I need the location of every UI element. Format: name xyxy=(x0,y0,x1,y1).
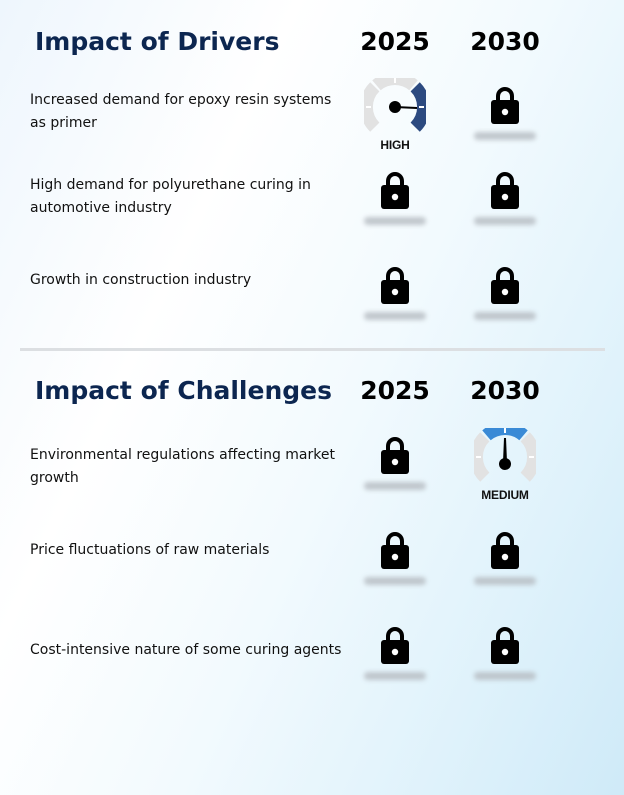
section-divider xyxy=(20,348,605,351)
gauge-level-label: MEDIUM xyxy=(481,488,529,502)
blurred-label xyxy=(364,482,426,490)
lock-icon xyxy=(380,266,410,304)
challenge-row-2-2025-locked[interactable] xyxy=(340,531,450,585)
challenge-row-3-2025-locked[interactable] xyxy=(340,626,450,680)
gauge-level-label: HIGH xyxy=(380,138,410,152)
blurred-label xyxy=(364,217,426,225)
driver-row-3-2030-locked[interactable] xyxy=(450,266,560,320)
gauge-high-icon xyxy=(364,78,426,132)
driver-row-2-2025-locked[interactable] xyxy=(340,171,450,225)
challenge-row-3-2030-locked[interactable] xyxy=(450,626,560,680)
driver-row-1-2030-locked[interactable] xyxy=(450,86,560,140)
challenges-year-2025: 2025 xyxy=(360,376,430,405)
drivers-year-2030: 2030 xyxy=(470,27,540,56)
lock-icon xyxy=(380,626,410,664)
lock-icon xyxy=(380,436,410,474)
blurred-label xyxy=(364,312,426,320)
challenge-row-1-2030-gauge: MEDIUM xyxy=(450,428,560,502)
challenges-heading: Impact of Challenges xyxy=(35,376,332,405)
lock-icon xyxy=(490,86,520,124)
lock-icon xyxy=(380,531,410,569)
blurred-label xyxy=(474,132,536,140)
driver-row-label: High demand for polyurethane curing in a… xyxy=(30,177,311,216)
driver-row-1-2025-gauge: HIGH xyxy=(340,78,450,152)
blurred-label xyxy=(474,672,536,680)
driver-row-3-2025-locked[interactable] xyxy=(340,266,450,320)
blurred-label xyxy=(474,217,536,225)
lock-icon xyxy=(490,626,520,664)
drivers-year-2025: 2025 xyxy=(360,27,430,56)
lock-icon xyxy=(380,171,410,209)
gauge-medium-icon xyxy=(474,428,536,482)
driver-row-2-2030-locked[interactable] xyxy=(450,171,560,225)
challenge-row-label: Environmental regulations affecting mark… xyxy=(30,447,335,486)
challenge-row-label: Price fluctuations of raw materials xyxy=(30,542,270,558)
challenge-row-2-2030-locked[interactable] xyxy=(450,531,560,585)
blurred-label xyxy=(474,577,536,585)
challenge-row-1-2025-locked[interactable] xyxy=(340,436,450,490)
challenges-year-2030: 2030 xyxy=(470,376,540,405)
lock-icon xyxy=(490,266,520,304)
lock-icon xyxy=(490,531,520,569)
challenge-row-label: Cost-intensive nature of some curing age… xyxy=(30,642,342,658)
blurred-label xyxy=(364,577,426,585)
blurred-label xyxy=(364,672,426,680)
drivers-heading: Impact of Drivers xyxy=(35,27,280,56)
driver-row-label: Growth in construction industry xyxy=(30,272,252,288)
driver-row-label: Increased demand for epoxy resin systems… xyxy=(30,92,332,131)
lock-icon xyxy=(490,171,520,209)
blurred-label xyxy=(474,312,536,320)
